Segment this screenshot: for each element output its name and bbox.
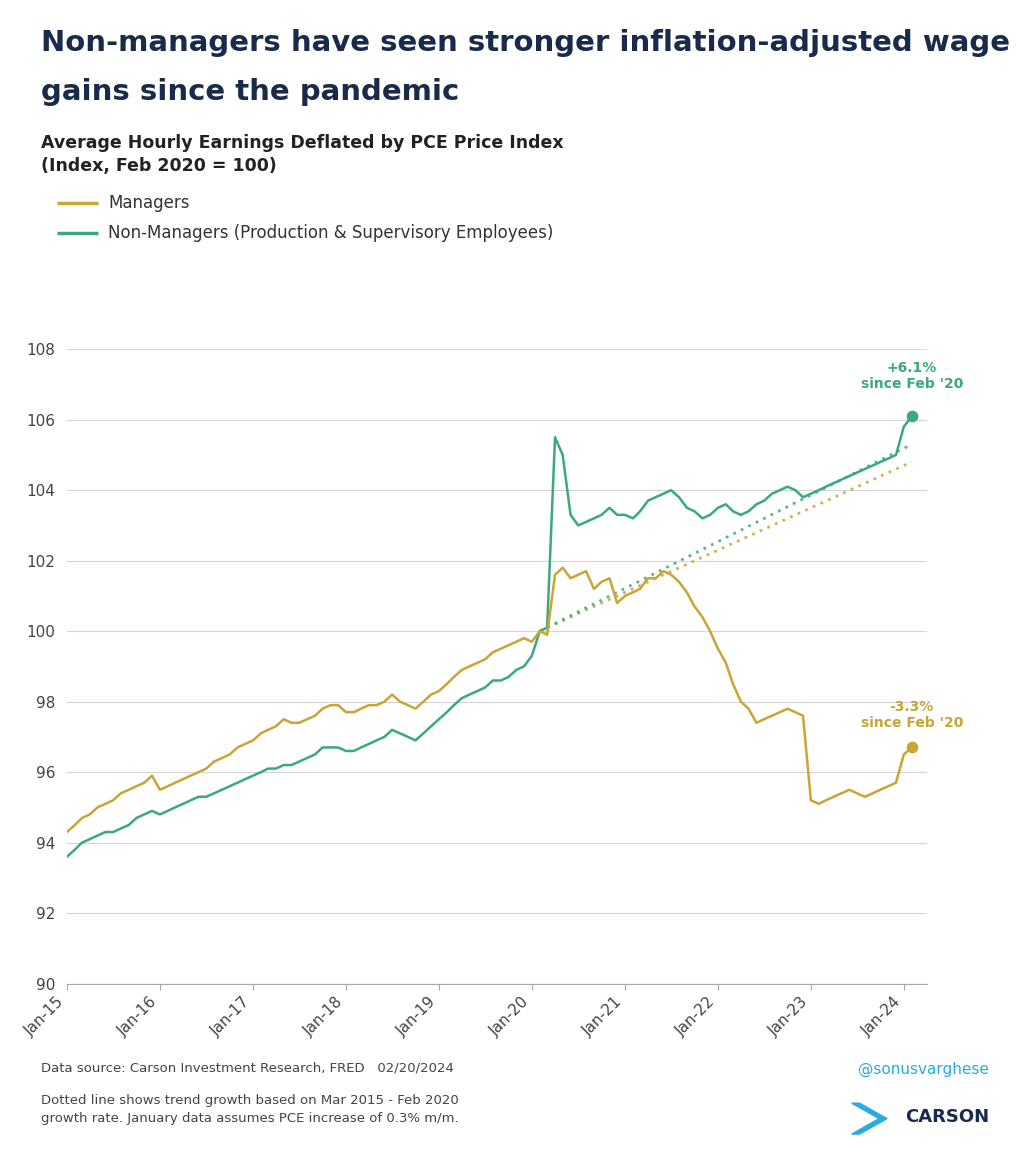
Point <box>903 738 920 757</box>
Text: Dotted line shows trend growth based on Mar 2015 - Feb 2020
growth rate. January: Dotted line shows trend growth based on … <box>41 1094 459 1126</box>
Text: @sonusvarghese: @sonusvarghese <box>858 1062 989 1077</box>
Point <box>903 407 920 426</box>
Text: +6.1%
since Feb '20: +6.1% since Feb '20 <box>860 361 963 391</box>
Text: -3.3%
since Feb '20: -3.3% since Feb '20 <box>860 700 963 730</box>
Text: Non-Managers (Production & Supervisory Employees): Non-Managers (Production & Supervisory E… <box>108 223 553 242</box>
Text: gains since the pandemic: gains since the pandemic <box>41 78 459 106</box>
Polygon shape <box>852 1103 887 1134</box>
Text: Average Hourly Earnings Deflated by PCE Price Index
(Index, Feb 2020 = 100): Average Hourly Earnings Deflated by PCE … <box>41 134 563 176</box>
Text: Data source: Carson Investment Research, FRED   02/20/2024: Data source: Carson Investment Research,… <box>41 1062 454 1074</box>
Text: Non-managers have seen stronger inflation-adjusted wage: Non-managers have seen stronger inflatio… <box>41 29 1010 57</box>
Text: CARSON: CARSON <box>904 1108 989 1126</box>
Text: Managers: Managers <box>108 193 190 212</box>
